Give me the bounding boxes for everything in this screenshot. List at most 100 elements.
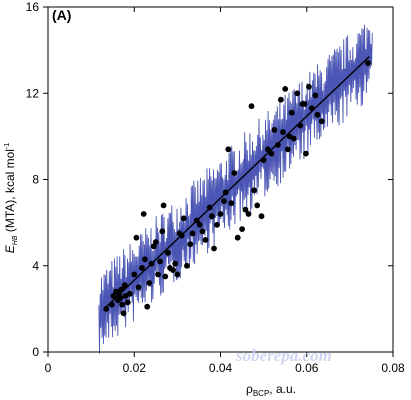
data-point [193, 217, 200, 224]
data-point [165, 249, 171, 256]
data-point [254, 202, 261, 209]
data-point [184, 262, 190, 269]
y-tick-label: 16 [26, 0, 40, 14]
data-point [284, 146, 291, 153]
data-point [280, 129, 286, 136]
x-axis-title: ρBCP, a.u. [246, 382, 296, 398]
data-point [144, 303, 151, 310]
panel-label: (A) [52, 7, 71, 23]
y-axis-title-superscript: -1 [4, 143, 11, 149]
data-point [282, 86, 289, 92]
data-point [303, 150, 309, 157]
y-axis-title-subscript: HB [12, 235, 19, 245]
data-point [120, 310, 127, 317]
data-point [122, 293, 129, 299]
data-point [288, 109, 295, 116]
data-point [140, 211, 147, 217]
data-point [118, 286, 125, 293]
data-point [248, 103, 255, 110]
data-point [117, 295, 124, 301]
data-point [278, 96, 284, 103]
data-point [196, 221, 203, 228]
data-point [260, 157, 267, 164]
data-point [239, 226, 246, 233]
data-point [231, 170, 238, 176]
data-point [290, 135, 297, 142]
data-point [157, 258, 164, 265]
data-point [225, 146, 232, 153]
error-band-path [98, 24, 373, 354]
data-point [309, 105, 315, 112]
data-point [110, 293, 117, 299]
data-point [245, 211, 252, 217]
data-point [135, 284, 142, 291]
data-point [174, 271, 181, 278]
axes [43, 6, 394, 357]
error-band [98, 24, 373, 354]
x-axis-title-rest: , a.u. [269, 382, 296, 396]
data-point [170, 267, 177, 273]
data-point [162, 273, 169, 280]
data-point [178, 232, 185, 239]
x-tick-label: 0 [45, 361, 52, 375]
data-point [271, 126, 278, 133]
data-point [365, 60, 371, 66]
data-point [160, 202, 167, 209]
data-point [268, 150, 275, 157]
x-tick-label: 0.02 [123, 361, 147, 375]
y-tick-label: 4 [32, 259, 39, 273]
data-point [159, 228, 166, 235]
data-point [121, 282, 128, 289]
data-point [265, 146, 271, 153]
data-point [242, 206, 249, 213]
y-axis-title: EHB (MTA), kcal mol-1 [3, 143, 19, 254]
data-point [301, 101, 308, 107]
x-tick-label: 0.04 [209, 361, 233, 375]
data-point [228, 200, 235, 207]
data-point [199, 228, 206, 235]
data-point [187, 241, 194, 248]
data-point [133, 234, 140, 241]
data-point [124, 299, 131, 306]
data-point [318, 118, 325, 125]
data-point [180, 215, 187, 222]
y-axis-title-main: E [3, 244, 17, 253]
data-point [314, 111, 321, 118]
data-point [206, 204, 213, 211]
data-point [222, 189, 229, 196]
data-point [286, 133, 293, 140]
data-point [294, 90, 301, 97]
data-point [209, 213, 215, 220]
data-point [214, 221, 220, 228]
data-point [251, 187, 257, 194]
x-tick-label: 0.06 [295, 361, 319, 375]
data-point [217, 211, 224, 217]
data-point [108, 301, 115, 308]
data-point [189, 230, 196, 237]
watermark: soberepa.com [235, 346, 332, 365]
x-tick-label: 0.08 [381, 361, 405, 375]
y-tick-label: 0 [32, 345, 39, 359]
fit-line-layer [103, 56, 370, 310]
y-tick-label: 12 [26, 86, 40, 100]
data-point [139, 265, 145, 271]
data-point [221, 198, 227, 205]
data-point [306, 83, 312, 90]
data-point [150, 243, 157, 250]
x-axis-title-subscript: BCP [253, 389, 269, 398]
x-axis-title-main: ρ [246, 382, 253, 396]
data-points [103, 60, 371, 317]
y-tick-label: 8 [32, 173, 39, 187]
tick-labels: 0 0.02 0.04 0.06 0.08 0 4 8 12 16 [26, 0, 405, 375]
data-point [202, 237, 209, 243]
data-point [146, 280, 153, 286]
fit-line [103, 56, 370, 310]
y-axis-title-rest: (MTA), kcal mol [3, 149, 17, 235]
data-point [126, 290, 133, 297]
data-point [258, 213, 265, 220]
data-point [211, 245, 217, 252]
data-point [103, 306, 110, 312]
data-point [148, 260, 155, 267]
data-point [234, 234, 241, 241]
